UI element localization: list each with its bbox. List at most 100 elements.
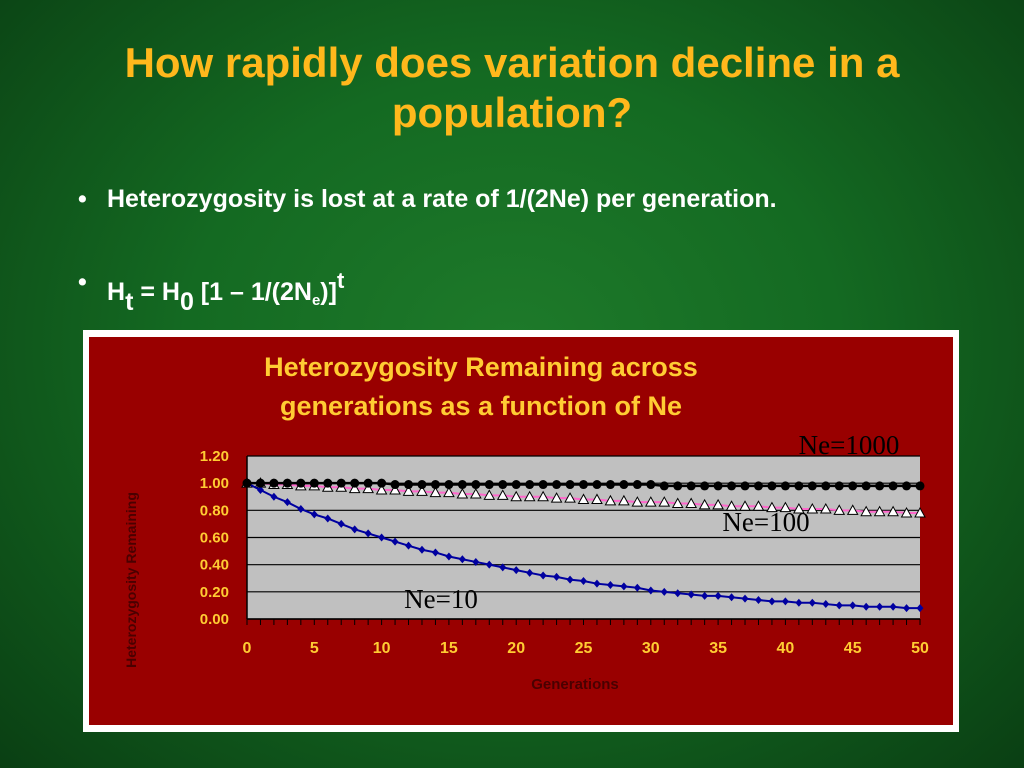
data-point [620,582,628,591]
data-point [565,480,575,490]
data-point [754,595,762,604]
chart-frame: Heterozygosity Remaining across generati… [83,330,959,732]
data-point [712,498,724,510]
data-point [564,492,576,503]
data-point [297,504,305,513]
series-ne-100 [241,477,926,518]
data-point [499,563,507,572]
data-point [404,480,414,490]
formula-h-subscript: t [125,288,134,316]
data-point [753,481,763,491]
x-tick-label: 40 [777,640,795,657]
data-point [728,593,736,602]
data-point [389,483,401,495]
data-point [363,478,373,488]
data-point [390,480,400,490]
y-tick-label: 1.00 [200,475,229,492]
data-point [700,481,710,491]
data-point [458,555,466,564]
data-point [283,498,291,507]
formula-h: H [107,278,126,306]
data-point [860,505,873,517]
data-point [846,504,859,515]
data-point [457,480,467,490]
data-point [685,497,698,509]
data-point [605,480,615,490]
data-point [523,490,536,502]
data-point [592,480,602,490]
data-point [903,604,911,613]
data-point [364,529,372,538]
data-point [900,507,913,518]
data-point [591,493,603,504]
formula-equals: = H [133,278,180,306]
formula-bracket: [1 – 1/(2N [193,278,312,306]
data-point [713,481,723,491]
data-point [673,481,683,491]
data-point [378,533,386,542]
data-point [902,481,912,491]
series-ne-1000 [242,478,925,491]
data-point [687,590,695,599]
data-point [848,481,858,491]
data-point [416,485,428,496]
heterozygosity-chart: Heterozygosity Remaining across generati… [89,337,953,725]
chart-title-line-2: generations as a function of Ne [280,391,682,421]
chart-title-line-1: Heterozygosity Remaining across [264,352,698,382]
data-point [821,481,831,491]
data-point [658,496,671,507]
bullet-dot: • [78,185,87,213]
data-point [674,589,682,598]
data-point [469,488,482,499]
data-point [888,481,898,491]
data-point [835,601,843,610]
series [241,477,926,613]
data-point [644,496,657,507]
data-point [781,597,789,606]
data-point [484,480,494,490]
data-point [456,488,469,499]
data-point [430,480,440,490]
data-point [766,501,778,513]
data-point [552,480,562,490]
data-point [512,566,520,575]
data-point [876,602,884,611]
formula-exponent: t [336,268,345,293]
data-point [443,486,455,498]
data-point [375,483,388,495]
data-point [725,500,738,511]
data-point [862,602,870,611]
x-tick-label: 45 [844,640,862,657]
data-point [538,480,548,490]
data-point [525,480,535,490]
data-point [646,480,656,490]
y-tick-label: 0.80 [200,502,229,519]
formula-h0-subscript: 0 [179,288,194,316]
data-point [741,594,749,603]
y-tick-label: 0.20 [200,584,229,601]
x-tick-label: 20 [507,640,525,657]
data-point [752,500,765,511]
data-point [889,602,897,611]
data-point [269,478,279,488]
data-point [348,482,361,494]
data-point [631,496,644,507]
data-point [537,490,549,502]
data-point [822,600,830,609]
data-point [485,560,493,569]
x-tick-label: 30 [642,640,660,657]
formula-ne-subscript: e [311,292,321,309]
data-point [834,481,844,491]
data-point [619,480,629,490]
data-point [779,501,792,513]
data-point [310,510,318,519]
data-point [498,480,508,490]
data-point [806,502,819,514]
y-axis-title: Heterozygosity Remaining [123,492,139,668]
data-point [351,525,359,534]
data-point [618,494,630,506]
x-tick-label: 5 [310,640,319,657]
data-point [550,492,563,503]
data-point [296,478,306,488]
data-point [808,598,816,607]
